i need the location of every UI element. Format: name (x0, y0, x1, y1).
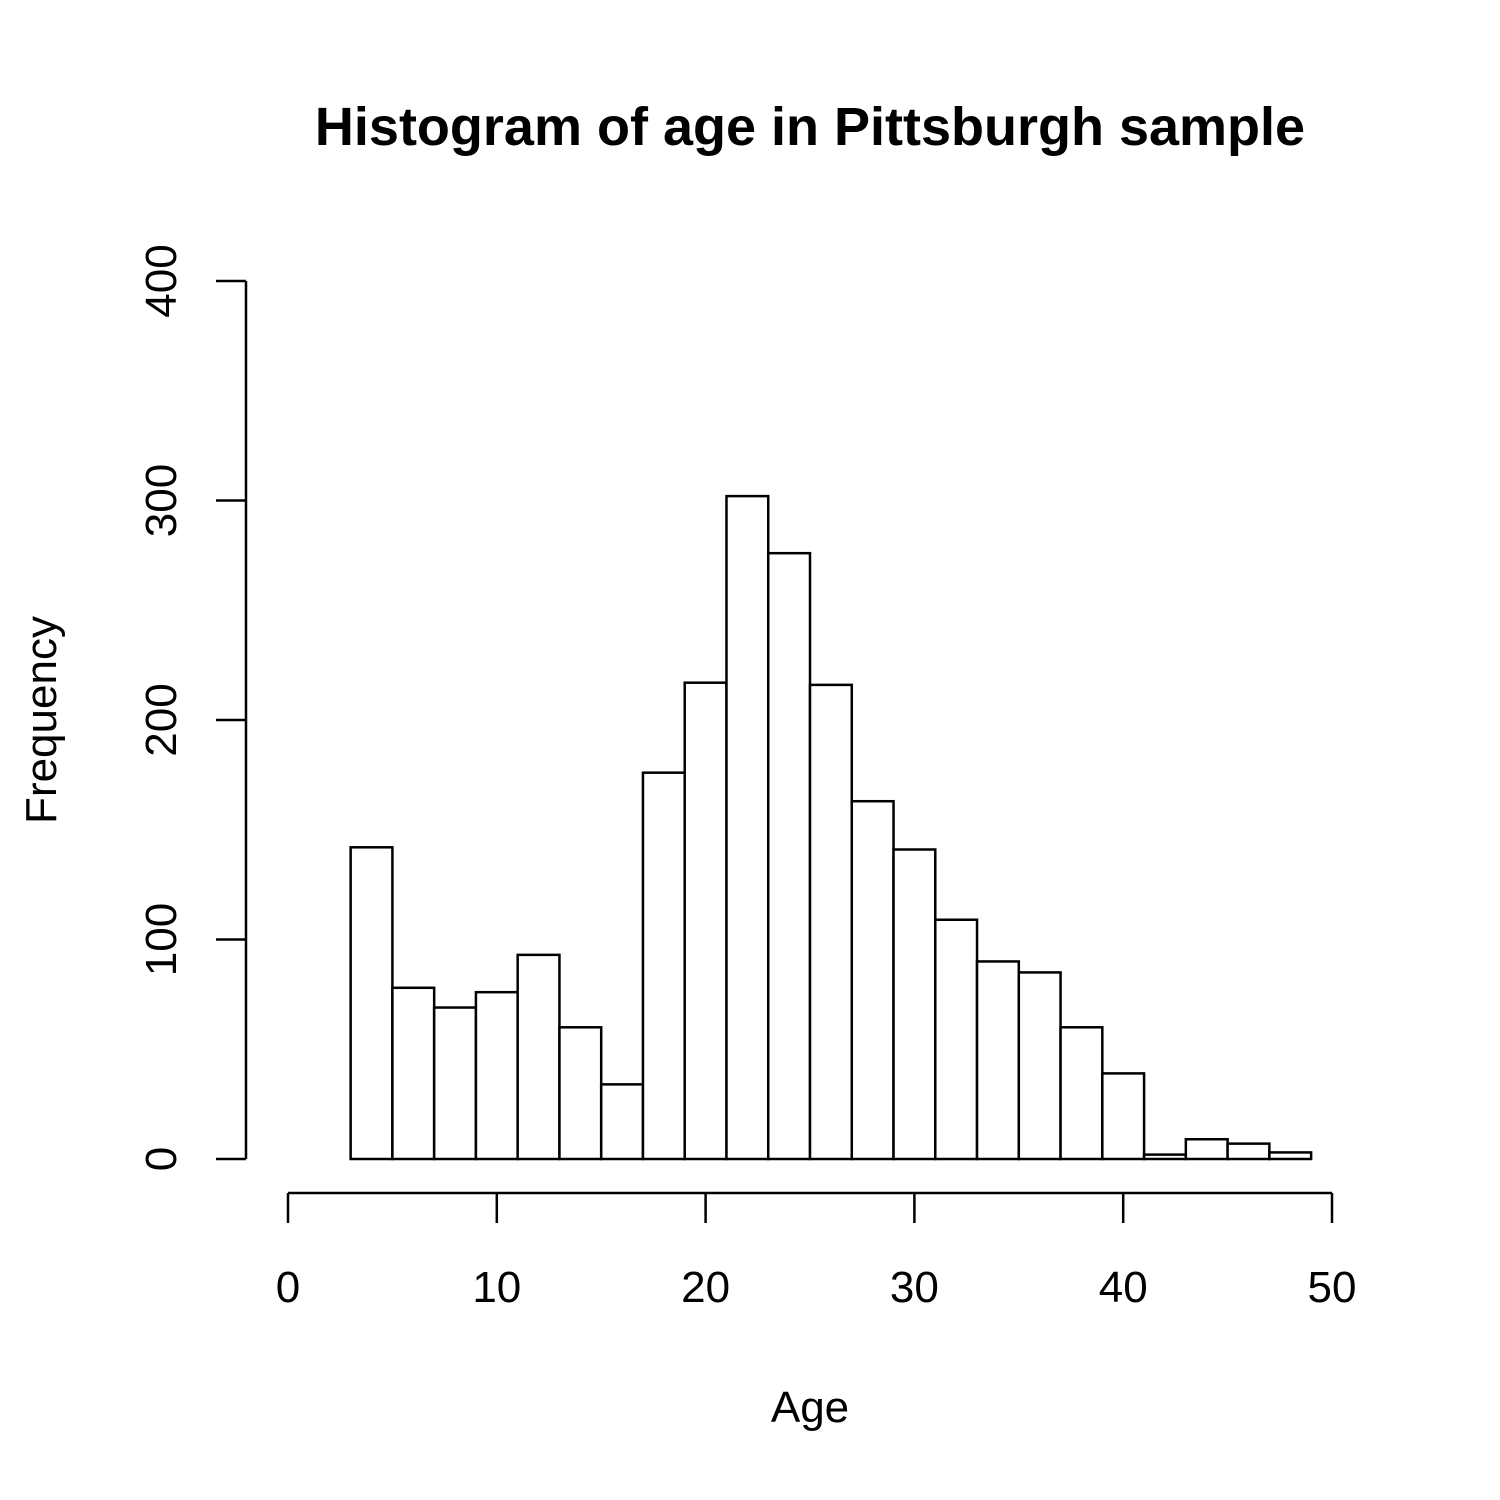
histogram-bars (349, 494, 1313, 1161)
histogram-bar-9 (725, 494, 770, 1161)
chart-title: Histogram of age in Pittsburgh sample (315, 97, 1305, 157)
x-tick-label-50: 50 (1308, 1263, 1357, 1312)
histogram-bar-22 (1268, 1151, 1313, 1161)
histogram-bar-13 (892, 848, 937, 1161)
histogram-bar-21 (1226, 1142, 1271, 1161)
histogram-bar-0 (349, 846, 394, 1161)
y-axis: 0 100 200 300 400 (137, 244, 248, 1171)
y-tick-label-300: 300 (137, 464, 186, 537)
histogram-bar-19 (1142, 1153, 1188, 1161)
histogram-bar-20 (1184, 1137, 1229, 1161)
y-axis-label: Frequency (17, 616, 66, 824)
y-tick-label-100: 100 (137, 903, 186, 976)
histogram-bar-18 (1101, 1072, 1146, 1161)
histogram-bar-2 (432, 1006, 478, 1161)
histogram-bar-16 (1017, 971, 1062, 1161)
x-tick-label-10: 10 (472, 1263, 521, 1312)
y-tick-label-200: 200 (137, 683, 186, 756)
histogram-bar-7 (641, 771, 686, 1161)
x-tick-label-20: 20 (681, 1263, 730, 1312)
histogram-bar-15 (975, 960, 1021, 1161)
histogram-bar-5 (558, 1026, 603, 1161)
histogram-bar-4 (516, 953, 561, 1161)
histogram-bar-6 (599, 1083, 645, 1161)
histogram-bar-11 (808, 683, 854, 1161)
histogram-bar-10 (766, 551, 812, 1161)
histogram-bar-3 (474, 990, 519, 1161)
x-tick-label-0: 0 (276, 1263, 300, 1312)
histogram-bar-12 (850, 799, 895, 1161)
histogram-bar-17 (1059, 1026, 1104, 1161)
histogram-bar-14 (934, 918, 979, 1161)
histogram-bar-1 (391, 986, 436, 1161)
y-tick-label-0: 0 (137, 1147, 186, 1171)
x-tick-label-40: 40 (1099, 1263, 1148, 1312)
histogram-bar-8 (683, 681, 728, 1161)
x-axis-label: Age (771, 1383, 849, 1432)
x-tick-label-30: 30 (890, 1263, 939, 1312)
x-axis: 0 10 20 30 40 50 (276, 1191, 1357, 1312)
y-tick-label-400: 400 (137, 244, 186, 317)
